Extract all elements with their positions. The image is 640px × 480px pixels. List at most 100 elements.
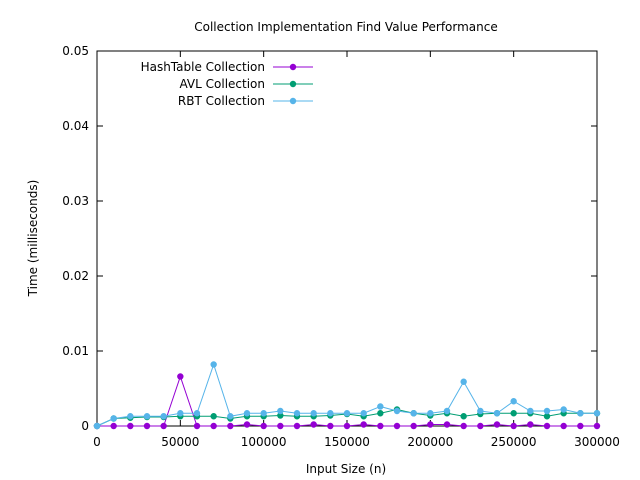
data-point	[327, 422, 334, 430]
data-point	[227, 413, 234, 420]
data-point	[560, 406, 567, 413]
legend-label: HashTable Collection	[141, 60, 265, 74]
x-tick-label: 300000	[574, 435, 620, 449]
x-tick-label: 150000	[324, 435, 370, 449]
series-1	[93, 373, 601, 430]
legend-entry: RBT Collection	[178, 94, 313, 108]
data-point	[243, 410, 251, 417]
axes: 0 50000 100000 150000 200000 250000 300000 0 0.0…	[62, 44, 620, 449]
data-point	[393, 422, 401, 430]
data-point	[227, 422, 234, 430]
data-point	[177, 410, 184, 417]
data-point	[577, 410, 584, 417]
data-point	[427, 410, 434, 417]
data-point	[343, 410, 351, 417]
data-point	[510, 422, 517, 430]
data-point	[127, 422, 134, 430]
data-point	[293, 410, 301, 417]
data-point	[210, 361, 217, 368]
data-point	[93, 422, 101, 430]
data-point	[160, 422, 167, 430]
data-point	[493, 421, 501, 428]
data-point	[360, 410, 367, 417]
series-line	[97, 374, 597, 427]
data-point	[593, 422, 601, 430]
data-point	[510, 398, 517, 405]
data-point	[443, 407, 451, 415]
legend-marker	[289, 63, 297, 71]
data-point	[577, 422, 584, 430]
legend: HashTable Collection AVL Collection RBT Co…	[141, 60, 313, 108]
data-point	[143, 413, 151, 420]
data-point	[210, 413, 217, 420]
data-point	[410, 422, 417, 430]
legend-entry: AVL Collection	[179, 77, 313, 91]
data-point	[210, 422, 217, 430]
data-point	[343, 422, 351, 430]
y-tick-label: 0.05	[62, 44, 89, 58]
data-point	[543, 413, 551, 420]
data-point	[310, 410, 317, 417]
legend-entry: HashTable Collection	[141, 60, 313, 74]
data-point	[477, 407, 484, 415]
data-point	[443, 421, 451, 428]
data-point	[143, 422, 151, 430]
data-point	[460, 378, 467, 385]
data-point	[527, 421, 534, 428]
x-tick-label: 0	[93, 435, 101, 449]
data-point	[377, 403, 384, 410]
data-point	[527, 407, 534, 415]
legend-marker	[289, 97, 297, 105]
data-point	[460, 413, 467, 420]
data-point	[510, 410, 517, 417]
x-tick-label: 100000	[241, 435, 287, 449]
data-point	[543, 407, 551, 415]
series-layer	[93, 361, 601, 430]
data-point	[377, 422, 384, 430]
y-axis-label: Time (milliseconds)	[26, 180, 40, 298]
data-point	[193, 422, 201, 430]
x-axis-label: Input Size (n)	[306, 462, 386, 476]
data-point	[127, 413, 134, 420]
data-point	[277, 407, 284, 415]
data-point	[493, 410, 501, 417]
y-tick-label: 0	[81, 419, 89, 433]
data-point	[277, 412, 284, 419]
data-point	[477, 422, 484, 430]
chart-title: Collection Implementation Find Value Per…	[194, 20, 497, 34]
x-tick-label: 250000	[491, 435, 537, 449]
data-point	[293, 422, 301, 430]
data-point	[177, 373, 184, 380]
plot-frame	[96, 50, 598, 427]
y-tick-label: 0.04	[62, 119, 89, 133]
legend-label: AVL Collection	[179, 77, 265, 91]
data-point	[260, 422, 267, 430]
data-point	[360, 421, 367, 428]
data-point	[110, 415, 117, 422]
x-tick-label: 50000	[161, 435, 199, 449]
series-3	[93, 361, 601, 430]
data-point	[427, 421, 434, 428]
data-point	[410, 410, 417, 417]
data-point	[110, 422, 117, 430]
data-point	[377, 410, 384, 417]
x-tick-label: 200000	[407, 435, 453, 449]
data-point	[393, 407, 401, 415]
data-point	[193, 410, 201, 417]
data-point	[310, 421, 317, 428]
data-point	[460, 422, 467, 430]
y-tick-label: 0.02	[62, 269, 89, 283]
legend-marker	[289, 80, 297, 88]
data-point	[260, 410, 267, 417]
y-tick-label: 0.03	[62, 194, 89, 208]
data-point	[327, 410, 334, 417]
y-tick-label: 0.01	[62, 344, 89, 358]
data-point	[593, 410, 601, 417]
data-point	[243, 421, 251, 428]
legend-label: RBT Collection	[178, 94, 265, 108]
data-point	[560, 422, 567, 430]
data-point	[160, 413, 167, 420]
data-point	[543, 422, 551, 430]
data-point	[277, 422, 284, 430]
